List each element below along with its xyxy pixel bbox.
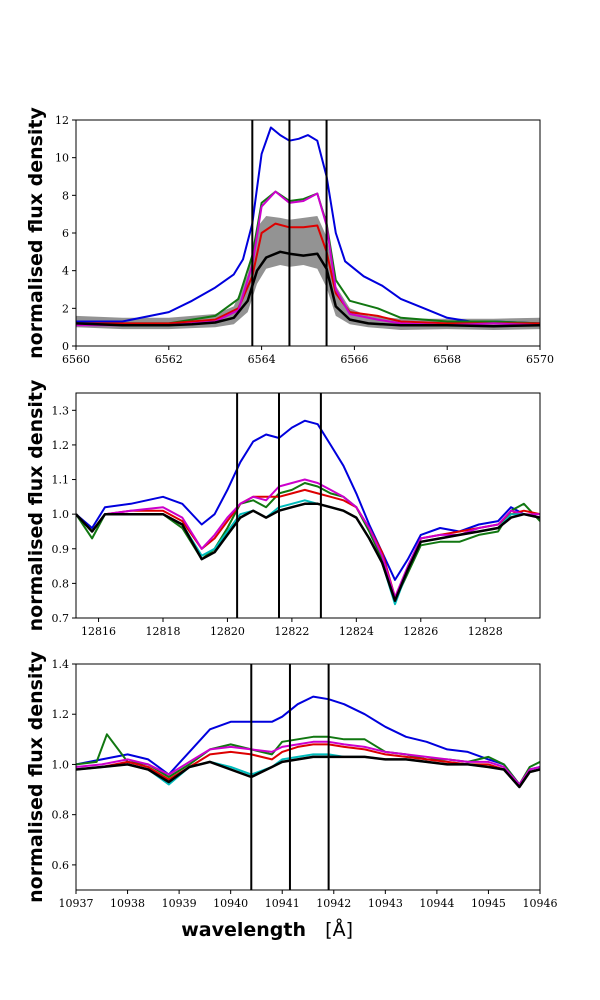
axes-frame — [75, 663, 541, 891]
series-line-5 — [76, 502, 540, 602]
plot-area — [76, 126, 540, 330]
x-tick-label: 10944 — [419, 897, 454, 910]
series-line-2 — [76, 488, 540, 599]
x-tick-label: 10941 — [265, 897, 300, 910]
x-tick-label: 12826 — [403, 625, 438, 638]
series-line-2 — [76, 743, 540, 788]
x-tick-label: 10946 — [523, 897, 558, 910]
x-tick-label: 10945 — [471, 897, 506, 910]
x-tick-label: 10942 — [316, 897, 351, 910]
y-axis-label: normalised flux density — [25, 650, 47, 902]
x-tick-label: 6568 — [433, 353, 461, 366]
series-line-5 — [76, 755, 540, 789]
plot-area — [76, 419, 540, 606]
series-line-1 — [76, 482, 540, 602]
x-axis-label: wavelength — [181, 919, 306, 941]
axes-frame — [75, 392, 541, 619]
y-axis-label: normalised flux density — [25, 106, 47, 358]
x-tick-label: 12820 — [210, 625, 245, 638]
y-tick-label: 6 — [62, 227, 69, 240]
y-tick-label: 2 — [62, 302, 69, 315]
panel-h-alpha: 6560 6562 6564 6566 6568 6570 0 2 4 6 8 10 12 normali… — [25, 106, 554, 366]
y-tick-label: 12 — [55, 114, 69, 127]
x-tick-label: 12822 — [274, 625, 309, 638]
x-tick-label: 10938 — [110, 897, 145, 910]
series-line-0 — [76, 126, 540, 325]
y-tick-label: 1.0 — [52, 508, 70, 521]
x-tick-label: 10940 — [213, 897, 248, 910]
y-tick-label: 0.6 — [52, 859, 70, 872]
x-tick-label: 6566 — [340, 353, 368, 366]
x-tick-label: 12816 — [81, 625, 116, 638]
y-tick-label: 8 — [62, 189, 69, 202]
x-tick-label: 12818 — [146, 625, 181, 638]
y-tick-label: 1.2 — [52, 439, 70, 452]
x-axis-unit: [Å] — [325, 918, 353, 941]
y-axis-label: normalised flux density — [25, 379, 47, 631]
y-tick-label: 1.4 — [52, 658, 70, 671]
y-tick-label: 1.0 — [52, 758, 70, 771]
x-tick-label: 10943 — [368, 897, 403, 910]
x-tick-label: 12828 — [468, 625, 503, 638]
panel-12822: 12816 12818 12820 12822 12824 12826 12828 0.7 0.… — [25, 379, 541, 638]
panel-10941: 10937 10938 10939 10940 10941 10942 10943 10944… — [25, 650, 558, 910]
y-tick-label: 4 — [62, 265, 69, 278]
series-line-0 — [76, 695, 540, 786]
y-tick-label: 10 — [55, 152, 69, 165]
x-tick-label: 6560 — [62, 353, 90, 366]
x-tick-label: 12824 — [339, 625, 374, 638]
y-tick-label: 0.8 — [52, 577, 70, 590]
y-tick-label: 1.1 — [52, 474, 70, 487]
x-tick-label: 6570 — [526, 353, 554, 366]
series-line-2 — [76, 222, 540, 325]
x-tick-label: 6562 — [155, 353, 183, 366]
x-tick-label: 6564 — [248, 353, 276, 366]
plot-area — [76, 695, 540, 789]
y-tick-label: 1.3 — [52, 404, 70, 417]
series-line-3 — [76, 190, 540, 327]
series-line-4 — [76, 499, 540, 606]
y-tick-label: 0.9 — [52, 543, 70, 556]
spread-band — [76, 216, 540, 330]
x-tick-label: 10937 — [59, 897, 94, 910]
y-tick-label: 1.2 — [52, 708, 70, 721]
y-tick-label: 0 — [62, 340, 69, 353]
y-tick-label: 0.8 — [52, 809, 70, 822]
series-line-3 — [76, 740, 540, 786]
y-tick-label: 0.7 — [52, 612, 70, 625]
x-tick-label: 10939 — [162, 897, 197, 910]
